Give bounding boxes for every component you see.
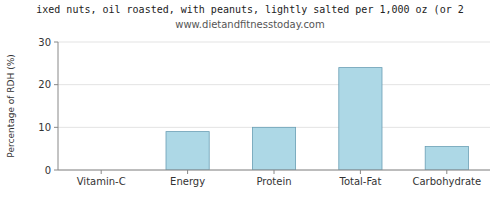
chart: ixed nuts, oil roasted, with peanuts, li… — [0, 0, 500, 200]
x-tick-label: Vitamin-C — [77, 176, 126, 187]
y-tick — [54, 42, 58, 43]
y-tick-label: 0 — [45, 165, 51, 176]
y-tick-label: 30 — [38, 37, 51, 48]
bar — [425, 147, 468, 170]
x-tick-label: Carbohydrate — [412, 176, 481, 187]
bar — [166, 132, 209, 170]
x-tick — [446, 170, 447, 174]
bar — [252, 127, 295, 170]
title: ixed nuts, oil roasted, with peanuts, li… — [36, 4, 463, 15]
x-tick — [360, 170, 361, 174]
y-axis-line — [58, 42, 59, 170]
bar — [339, 68, 382, 170]
x-tick — [101, 170, 102, 174]
subtitle: www.dietandfitnesstoday.com — [175, 19, 324, 30]
y-grid — [58, 42, 490, 170]
y-tick — [54, 84, 58, 85]
x-tick — [187, 170, 188, 174]
y-tick-label: 10 — [38, 122, 51, 133]
y-tick-label: 20 — [38, 79, 51, 90]
x-tick-label: Protein — [256, 176, 291, 187]
chart-container: ixed nuts, oil roasted, with peanuts, li… — [0, 0, 500, 200]
x-tick — [274, 170, 275, 174]
x-tick-label: Energy — [170, 176, 205, 187]
bars — [166, 68, 468, 170]
y-axis-label: Percentage of RDH (%) — [6, 54, 16, 157]
grid-line — [58, 84, 490, 85]
y-tick — [54, 127, 58, 128]
grid-line — [58, 42, 490, 43]
y-tick — [54, 170, 58, 171]
x-tick-label: Total-Fat — [338, 176, 381, 187]
